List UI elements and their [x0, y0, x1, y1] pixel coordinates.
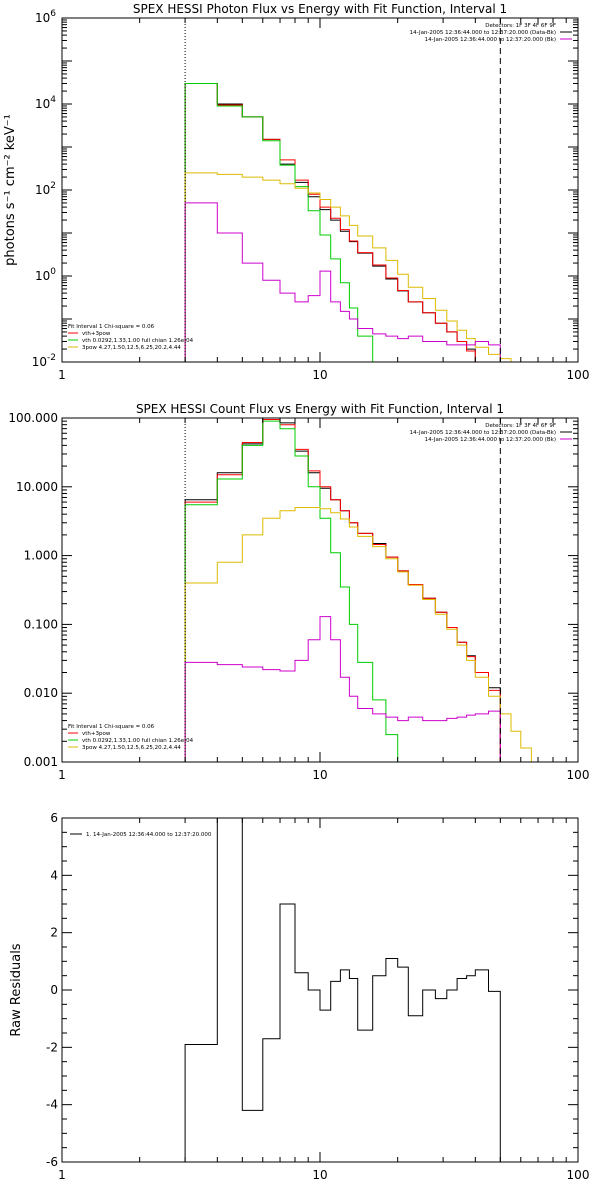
legend-entry: Detectors: 1F 3F 4F 6F 9F [485, 423, 556, 429]
x-tick-label: 100 [567, 1168, 590, 1182]
series-line-5 [184, 616, 501, 762]
chart-title: SPEX HESSI Photon Flux vs Energy with Fi… [133, 2, 507, 16]
legend-entry: Fit Interval 1 Chi-square = 0.06 [68, 324, 155, 330]
y-tick-exponent: 2 [50, 181, 56, 191]
y-tick-base: 10 [35, 97, 50, 111]
y-tick-label: 0.100 [24, 617, 58, 631]
series-line-4 [184, 507, 544, 762]
series-line-3 [184, 420, 399, 762]
legend-entry: 14-Jan-2005 12:36:44.000 to 12:37:20.000… [410, 430, 556, 436]
legend-entry: vth+3pow [82, 331, 111, 337]
series-line-5 [184, 202, 501, 362]
x-tick-label: 10 [312, 1168, 327, 1182]
legend-entry: vth 0.0292,1.33,1.00 full chian 1.26e-04 [82, 338, 194, 344]
y-axis-label: photons s⁻¹ cm⁻² keV⁻¹ [3, 114, 18, 266]
y-tick-label: 0.010 [24, 686, 58, 700]
chart-panel-3: 1 10 100 -6 -4 -2 0 2 4 6 Raw Residuals 1. 14-Jan-2… [9, 811, 589, 1182]
y-tick-label: 2 [50, 926, 58, 940]
y-tick-base: 10 [35, 11, 50, 25]
x-tick-label: 10 [312, 768, 327, 782]
x-tick-label: 10 [312, 368, 327, 382]
x-tick-label: 100 [567, 768, 590, 782]
x-tick-label: 1 [58, 368, 66, 382]
y-tick-exponent: 0 [50, 267, 56, 277]
y-tick-label: 0.001 [24, 755, 58, 769]
y-axis-label: Raw Residuals [9, 943, 24, 1036]
chart-panel-2: 1 10 100 0.001 0.010 0.100 1.000 10.000 100.000 S… [8, 402, 589, 782]
series-line-2 [184, 83, 476, 362]
legend-bottom-left: Fit Interval 1 Chi-square = 0.06vth+3pow… [68, 324, 194, 351]
y-tick-exponent: 6 [50, 9, 56, 19]
y-tick-label: 10.000 [16, 480, 58, 494]
series-line-2 [184, 419, 501, 762]
y-tick-label: -2 [46, 1040, 58, 1054]
series-group [184, 418, 544, 762]
legend-entry: vth 0.0292,1.33,1.00 full chian 1.26e-04 [82, 738, 194, 744]
y-tick-label: 10-2 [32, 353, 56, 369]
y-tick-label: 102 [35, 181, 56, 197]
series-line-1 [184, 818, 501, 1162]
x-tick-label: 100 [567, 368, 590, 382]
y-tick-base: 10 [32, 355, 47, 369]
series-line-4 [184, 172, 522, 362]
y-tick-exponent: 4 [50, 95, 56, 105]
y-tick-label: 4 [50, 868, 58, 882]
y-tick-exponent: -2 [47, 353, 56, 363]
legend-entry: 14-Jan-2005 12:36:44.000 to 12:37:20.000… [425, 437, 556, 443]
y-tick-label: 106 [35, 9, 56, 25]
legend-bottom-left: Fit Interval 1 Chi-square = 0.06vth+3pow… [68, 724, 194, 751]
y-tick-base: 10 [35, 269, 50, 283]
y-tick-label: 1.000 [24, 549, 58, 563]
x-tick-label: 1 [58, 768, 66, 782]
y-tick-label: 100.000 [8, 411, 58, 425]
y-tick-label: 100 [35, 267, 56, 283]
legend-entry: vth+3pow [82, 731, 111, 737]
y-tick-label: -6 [46, 1155, 58, 1169]
series-group [184, 818, 501, 1162]
legend-entry: 14-Jan-2005 12:36:44.000 to 12:37:20.000… [410, 30, 556, 36]
series-line-3 [184, 83, 387, 362]
series-group [184, 83, 522, 362]
y-tick-base: 10 [35, 183, 50, 197]
series-line-1 [184, 83, 476, 362]
chart-title: SPEX HESSI Count Flux vs Energy with Fit… [136, 402, 504, 416]
legend-entry: 1. 14-Jan-2005 12:36:44.000 to 12:37:20.… [86, 832, 212, 838]
y-tick-label: 0 [50, 983, 58, 997]
y-tick-label: -4 [46, 1098, 58, 1112]
legend-entry: Detectors: 1F 3F 4F 6F 9F [485, 23, 556, 29]
x-tick-label: 1 [58, 1168, 66, 1182]
legend-entry: 3pow 4.27,1.50,12.5,6.25,20.2,4.44 [82, 345, 181, 351]
legend-top-left: 1. 14-Jan-2005 12:36:44.000 to 12:37:20.… [70, 832, 212, 838]
legend-entry: Fit Interval 1 Chi-square = 0.06 [68, 724, 155, 730]
legend-entry: 14-Jan-2005 12:36:44.000 to 12:37:20.000… [425, 37, 556, 43]
y-tick-label: 104 [35, 95, 56, 111]
y-tick-label: 6 [50, 811, 58, 825]
legend-entry: 3pow 4.27,1.50,12.5,6.25,20.2,4.44 [82, 745, 181, 751]
